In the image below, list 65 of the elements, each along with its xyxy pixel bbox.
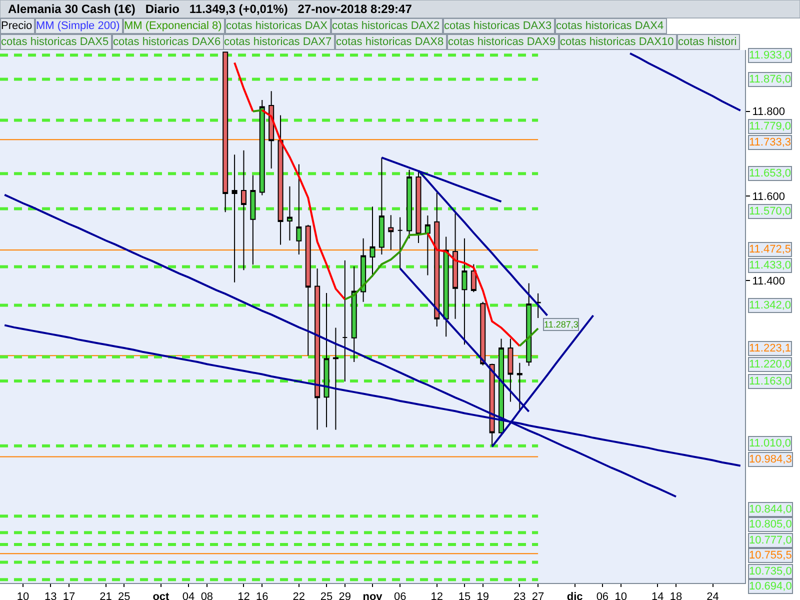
y-tick-label: 11.400 bbox=[752, 276, 786, 288]
ref-line-label: 10.735,0 bbox=[749, 566, 792, 578]
x-tick-label: 19 bbox=[476, 591, 489, 600]
text: cotas historicas DAX2 bbox=[332, 20, 440, 32]
y-tick-label: 11.600 bbox=[752, 190, 786, 203]
chart-title: Alemania 30 Cash (1€) Diario 11.349,3 (+0,01%) 27-nov-2018 8:29:47 bbox=[8, 2, 412, 16]
x-tick-label: 27 bbox=[532, 591, 544, 600]
x-tick-label: 18 bbox=[670, 591, 682, 600]
ref-line-label: 11.223,1 bbox=[749, 342, 792, 354]
x-tick-label: 22 bbox=[292, 591, 306, 600]
x-tick-label: nov bbox=[362, 591, 384, 600]
text: cotas historicas DAX5 bbox=[1, 36, 109, 48]
ref-line-label: 10.755,5 bbox=[749, 550, 792, 562]
x-tick-label: 12 bbox=[238, 591, 250, 600]
text: Precio bbox=[1, 20, 32, 32]
ref-line-label: 10.984,3 bbox=[749, 454, 792, 466]
text: cotas histori bbox=[678, 36, 737, 48]
text: cotas historicas DAX7 bbox=[224, 36, 332, 48]
x-tick-label: 06 bbox=[394, 591, 406, 600]
x-tick-label: 23 bbox=[514, 591, 526, 600]
text: cotas historicas DAX8 bbox=[336, 36, 444, 48]
text: cotas historicas DAX10 bbox=[560, 36, 674, 48]
text: cotas historicas DAX6 bbox=[113, 36, 221, 48]
ref-line-label: 11.010,0 bbox=[749, 438, 792, 450]
ref-line-label: 10.777,0 bbox=[749, 534, 792, 546]
x-tick-label: dic bbox=[566, 591, 583, 600]
ref-line-label: 11.342,0 bbox=[749, 300, 792, 312]
ref-line-label: 11.163,0 bbox=[749, 376, 792, 388]
x-tick-label: 14 bbox=[651, 591, 664, 600]
x-tick-label: 10 bbox=[614, 591, 627, 600]
text: cotas historicas DAX3 bbox=[444, 20, 552, 32]
x-tick-label: 17 bbox=[62, 591, 76, 600]
text: cotas historicas DAX9 bbox=[448, 36, 556, 48]
ref-line-label: 11.570,0 bbox=[749, 206, 792, 218]
x-tick-label: 10 bbox=[16, 591, 30, 600]
x-tick-label: 12 bbox=[430, 591, 444, 600]
ref-line-label: 11.933,0 bbox=[749, 50, 792, 62]
text: cotas historicas DAX4 bbox=[556, 20, 664, 32]
x-tick-label: 24 bbox=[706, 591, 719, 600]
x-tick-label: 13 bbox=[44, 591, 57, 600]
x-tick-label: 15 bbox=[458, 591, 471, 600]
ref-line-label: 11.220,0 bbox=[749, 358, 792, 370]
text: cotas historicas DAX bbox=[226, 20, 328, 32]
x-tick-label: 08 bbox=[200, 591, 214, 600]
ref-line-label: 10.844,0 bbox=[749, 504, 792, 516]
legend-label: MM (Simple 200) bbox=[36, 20, 120, 32]
x-tick-label: 16 bbox=[256, 591, 268, 600]
x-tick-label: 04 bbox=[182, 591, 195, 600]
ref-line-label: 10.805,0 bbox=[749, 518, 792, 530]
ref-line-label: 11.472,5 bbox=[749, 244, 792, 256]
ref-line-label: 11.876,0 bbox=[749, 74, 792, 86]
ref-line-label: 11.733,3 bbox=[749, 136, 792, 148]
data-label: 11.287,3 bbox=[544, 320, 578, 330]
x-tick-label: 29 bbox=[338, 591, 352, 600]
x-tick-label: 25 bbox=[118, 591, 130, 600]
x-tick-label: oct bbox=[152, 591, 170, 600]
ref-line-label: 11.433,0 bbox=[749, 260, 792, 272]
ref-line-label: 11.779,0 bbox=[749, 120, 792, 132]
ref-line-label: 10.694,0 bbox=[749, 580, 792, 592]
ref-line-label: 11.653,0 bbox=[749, 168, 792, 180]
x-tick-label: 21 bbox=[100, 591, 112, 600]
y-tick-label: 11.800 bbox=[752, 106, 786, 118]
x-tick-label: 06 bbox=[596, 591, 609, 600]
x-tick-label: 25 bbox=[320, 591, 333, 600]
text: MM (Exponencial 8) bbox=[124, 20, 222, 32]
